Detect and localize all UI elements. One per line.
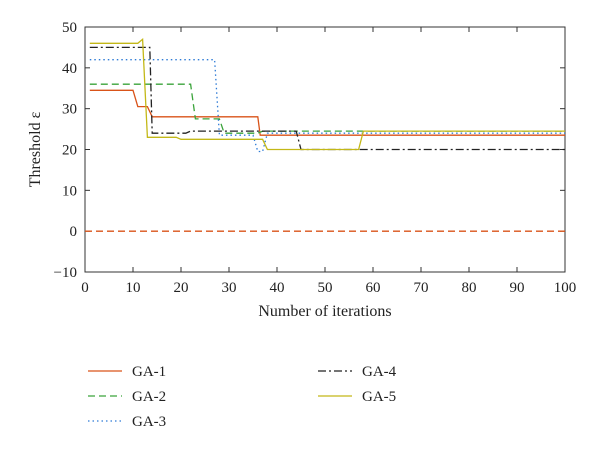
legend-label-ga-5: GA-5 xyxy=(362,389,396,405)
x-tick-label: 30 xyxy=(222,280,237,296)
legend: GA-1 GA-2 GA-3 GA-4 GA-5 xyxy=(88,364,397,430)
x-tick-label: 80 xyxy=(462,280,477,296)
y-tick-label: 50 xyxy=(62,20,77,36)
x-tick-label: 0 xyxy=(81,280,89,296)
legend-label-ga-3: GA-3 xyxy=(132,414,166,430)
x-tick-label: 20 xyxy=(174,280,189,296)
x-tick-label: 100 xyxy=(554,280,577,296)
y-tick-label: −10 xyxy=(54,265,77,281)
x-tick-label: 60 xyxy=(366,280,381,296)
legend-label-ga-4: GA-4 xyxy=(362,364,397,380)
x-tick-label: 50 xyxy=(318,280,333,296)
series-line-ga-2 xyxy=(89,83,565,134)
series-line-ga-5 xyxy=(89,37,565,151)
x-tick-label: 10 xyxy=(126,280,141,296)
y-tick-label: 10 xyxy=(62,183,77,199)
x-axis-label: Number of iterations xyxy=(258,303,391,320)
series-line-ga-1 xyxy=(89,89,565,136)
y-tick-label: 20 xyxy=(62,143,77,159)
x-tick-label: 90 xyxy=(510,280,525,296)
x-tick-label: 40 xyxy=(270,280,285,296)
y-tick-label: 0 xyxy=(70,224,78,240)
y-tick-label: 40 xyxy=(62,61,77,77)
y-axis-label: Threshold ε xyxy=(27,111,44,187)
series-line-ga-4 xyxy=(89,46,565,151)
y-tick-label: 30 xyxy=(62,102,77,118)
legend-label-ga-1: GA-1 xyxy=(132,364,166,380)
x-tick-label: 70 xyxy=(414,280,429,296)
series-group xyxy=(85,37,565,232)
legend-label-ga-2: GA-2 xyxy=(132,389,166,405)
